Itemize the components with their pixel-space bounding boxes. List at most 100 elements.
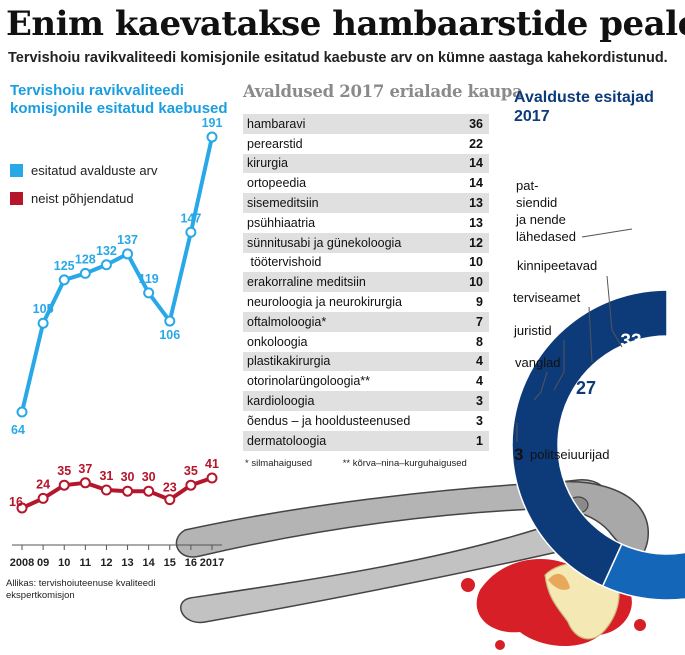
row-value: 3 bbox=[476, 394, 483, 409]
row-value: 12 bbox=[469, 235, 483, 250]
data-label: 64 bbox=[11, 423, 25, 437]
pie-value-label: 5 bbox=[522, 400, 530, 417]
row-value: 36 bbox=[469, 116, 483, 131]
legend-label-submitted: esitatud avalduste arv bbox=[31, 163, 158, 178]
row-label: erakorraline meditsiin bbox=[247, 275, 366, 290]
data-label: 41 bbox=[205, 457, 219, 471]
pie-value-label: 13 bbox=[541, 400, 558, 417]
pie-value-label: 27 bbox=[576, 378, 596, 398]
note-eye: * silmahaigused bbox=[245, 458, 313, 469]
specialty-table: hambaravi 36 perearstid 22 kirurgia 14 ortopee… bbox=[243, 114, 489, 451]
x-tick-label: 14 bbox=[143, 557, 156, 569]
data-label: 23 bbox=[163, 481, 177, 495]
row-label: psühhiaatria bbox=[247, 215, 316, 230]
data-point bbox=[185, 226, 197, 238]
table-row: sünnitusabi ja günekoloogia 12 bbox=[243, 232, 489, 253]
data-label: 191 bbox=[202, 116, 223, 130]
table-row: neuroloogia ja neurokirurgia 9 bbox=[243, 292, 489, 312]
row-value: 13 bbox=[469, 196, 483, 211]
row-label: kirurgia bbox=[247, 156, 288, 171]
table-row: sisemeditsiin 13 bbox=[243, 193, 489, 213]
data-point bbox=[122, 248, 134, 260]
pie-chart-title: Avalduste esitajad 2017 bbox=[514, 89, 654, 125]
row-value: 22 bbox=[469, 136, 483, 151]
row-label: õendus – ja hooldusteenused bbox=[247, 413, 411, 428]
row-value: 3 bbox=[476, 413, 483, 428]
row-label: töötervishoid bbox=[247, 255, 322, 270]
data-point bbox=[164, 494, 176, 506]
x-tick-label: 13 bbox=[121, 557, 133, 569]
page-subtitle: Tervishoiu ravikvaliteedi komisjonile es… bbox=[8, 50, 668, 66]
data-point bbox=[16, 406, 28, 418]
table-row: kirurgia 14 bbox=[243, 153, 489, 174]
data-point bbox=[206, 472, 218, 484]
data-label: 125 bbox=[54, 259, 75, 273]
table-row: plastikakirurgia 4 bbox=[243, 351, 489, 372]
data-label: 31 bbox=[99, 469, 113, 483]
data-label: 119 bbox=[139, 272, 159, 286]
pie-label-health-board: terviseamet bbox=[513, 290, 581, 305]
x-tick-label: 2017 bbox=[200, 557, 224, 569]
x-tick-label: 16 bbox=[185, 557, 197, 569]
pie-value-label: 33 bbox=[620, 331, 641, 352]
row-value: 1 bbox=[476, 433, 483, 448]
pie-chart: 110 33 27 13 5 pat-siendid ja nende lähedased ki… bbox=[511, 178, 685, 601]
data-point bbox=[58, 274, 70, 286]
pie-label-prisoners: kinnipeetavad bbox=[517, 258, 597, 273]
data-point bbox=[79, 267, 91, 279]
x-tick-label: 10 bbox=[58, 557, 70, 569]
data-point bbox=[100, 484, 112, 496]
row-value: 4 bbox=[476, 354, 483, 369]
x-tick-label: 09 bbox=[37, 557, 49, 569]
data-label: 147 bbox=[180, 211, 201, 225]
series-line-justified bbox=[21, 476, 213, 510]
table-row: dermatoloogia 1 bbox=[243, 430, 489, 451]
pie-label-prisons: vanglad bbox=[515, 355, 561, 370]
legend-label-justified: neist põhjendatud bbox=[31, 191, 134, 206]
line-chart-axis: 2008 09 10 11 12 13 14 15 16 2017 bbox=[10, 544, 224, 569]
data-point bbox=[37, 317, 49, 329]
x-tick-label: 15 bbox=[164, 557, 176, 569]
row-value: 8 bbox=[476, 334, 483, 349]
note-ent: ** kõrva–nina–kurguhaigused bbox=[342, 458, 467, 469]
row-value: 7 bbox=[476, 314, 483, 329]
x-tick-label: 11 bbox=[80, 557, 92, 569]
row-label: neuroloogia ja neurokirurgia bbox=[247, 295, 402, 310]
data-label: 128 bbox=[75, 252, 96, 266]
row-value: 9 bbox=[476, 295, 483, 310]
data-point bbox=[37, 492, 49, 504]
data-point bbox=[164, 315, 176, 327]
row-label: sisemeditsiin bbox=[247, 196, 319, 211]
row-value: 14 bbox=[469, 156, 483, 171]
pie-slice bbox=[511, 289, 668, 588]
row-label: plastikakirurgia bbox=[247, 354, 331, 369]
row-value: 10 bbox=[469, 275, 483, 290]
data-label: 24 bbox=[36, 477, 50, 491]
table-row: töötervishoid 10 bbox=[243, 253, 489, 273]
data-point bbox=[143, 485, 155, 497]
row-value: 10 bbox=[469, 255, 483, 270]
row-value: 13 bbox=[469, 215, 483, 230]
data-label: 35 bbox=[57, 464, 71, 478]
row-label: hambaravi bbox=[247, 116, 306, 131]
table-row: oftalmoloogia* 7 bbox=[243, 311, 489, 332]
row-value: 4 bbox=[476, 374, 483, 389]
pie-label-patients: ja nende bbox=[515, 212, 566, 227]
data-label: 35 bbox=[184, 464, 198, 478]
table-row: erakorraline meditsiin 10 bbox=[243, 272, 489, 293]
data-point bbox=[79, 477, 91, 489]
pie-value-label: 3 bbox=[514, 445, 523, 464]
row-label: kardioloogia bbox=[247, 394, 315, 409]
table-row: psühhiaatria 13 bbox=[243, 213, 489, 233]
legend-item-justified: neist põhjendatud bbox=[10, 191, 134, 206]
data-point bbox=[16, 502, 28, 514]
source-note: Allikas: tervishoiuteenuse kvaliteedi ek… bbox=[6, 578, 156, 601]
data-label: 30 bbox=[142, 470, 156, 484]
row-label: ortopeedia bbox=[247, 176, 307, 191]
data-label: 30 bbox=[121, 470, 135, 484]
table-notes: * silmahaigused ** kõrva–nina–kurguhaigu… bbox=[245, 458, 495, 469]
data-label: 16 bbox=[9, 495, 23, 509]
x-tick-label: 2008 bbox=[10, 557, 34, 569]
